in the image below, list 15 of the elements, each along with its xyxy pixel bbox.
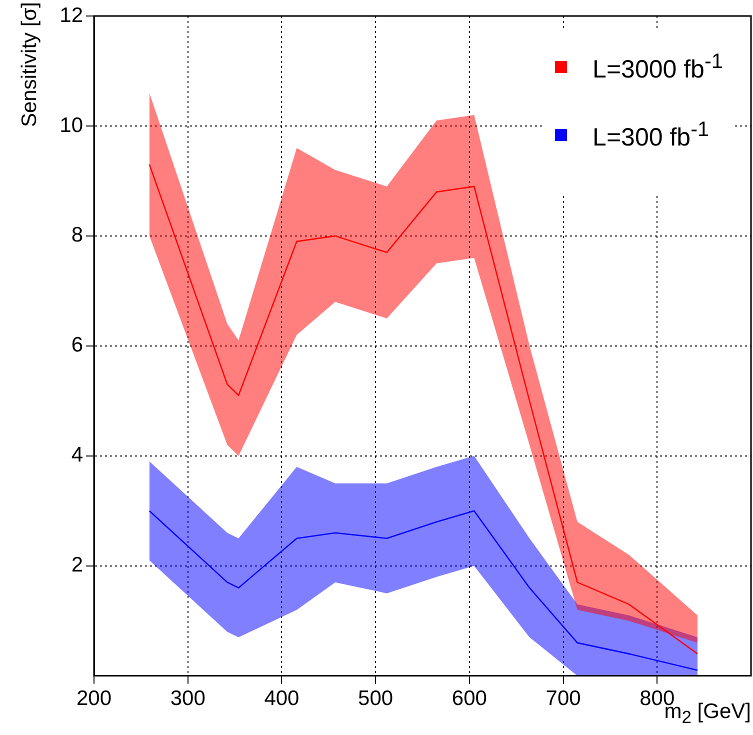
x-tick-label: 700 (546, 687, 581, 710)
y-tick-label: 6 (71, 334, 83, 357)
y-tick-label: 2 (71, 554, 83, 577)
x-tick-label: 200 (76, 687, 112, 710)
y-tick-label: 12 (60, 4, 83, 27)
legend-label: L=3000 fb$^{-1}$ (592, 50, 723, 84)
y-tick-label: 4 (71, 444, 84, 467)
x-tick-label: 300 (170, 687, 206, 710)
x-tick-label: 600 (452, 687, 487, 710)
y-axis-title: Sensitivity [σ] (18, 2, 42, 129)
y-tick-label: 10 (60, 114, 83, 137)
legend-label: L=300 fb$^{-1}$ (592, 118, 710, 153)
x-tick-label: 400 (264, 687, 300, 710)
y-tick-label: 8 (71, 224, 83, 247)
x-tick-label: 500 (358, 687, 394, 710)
